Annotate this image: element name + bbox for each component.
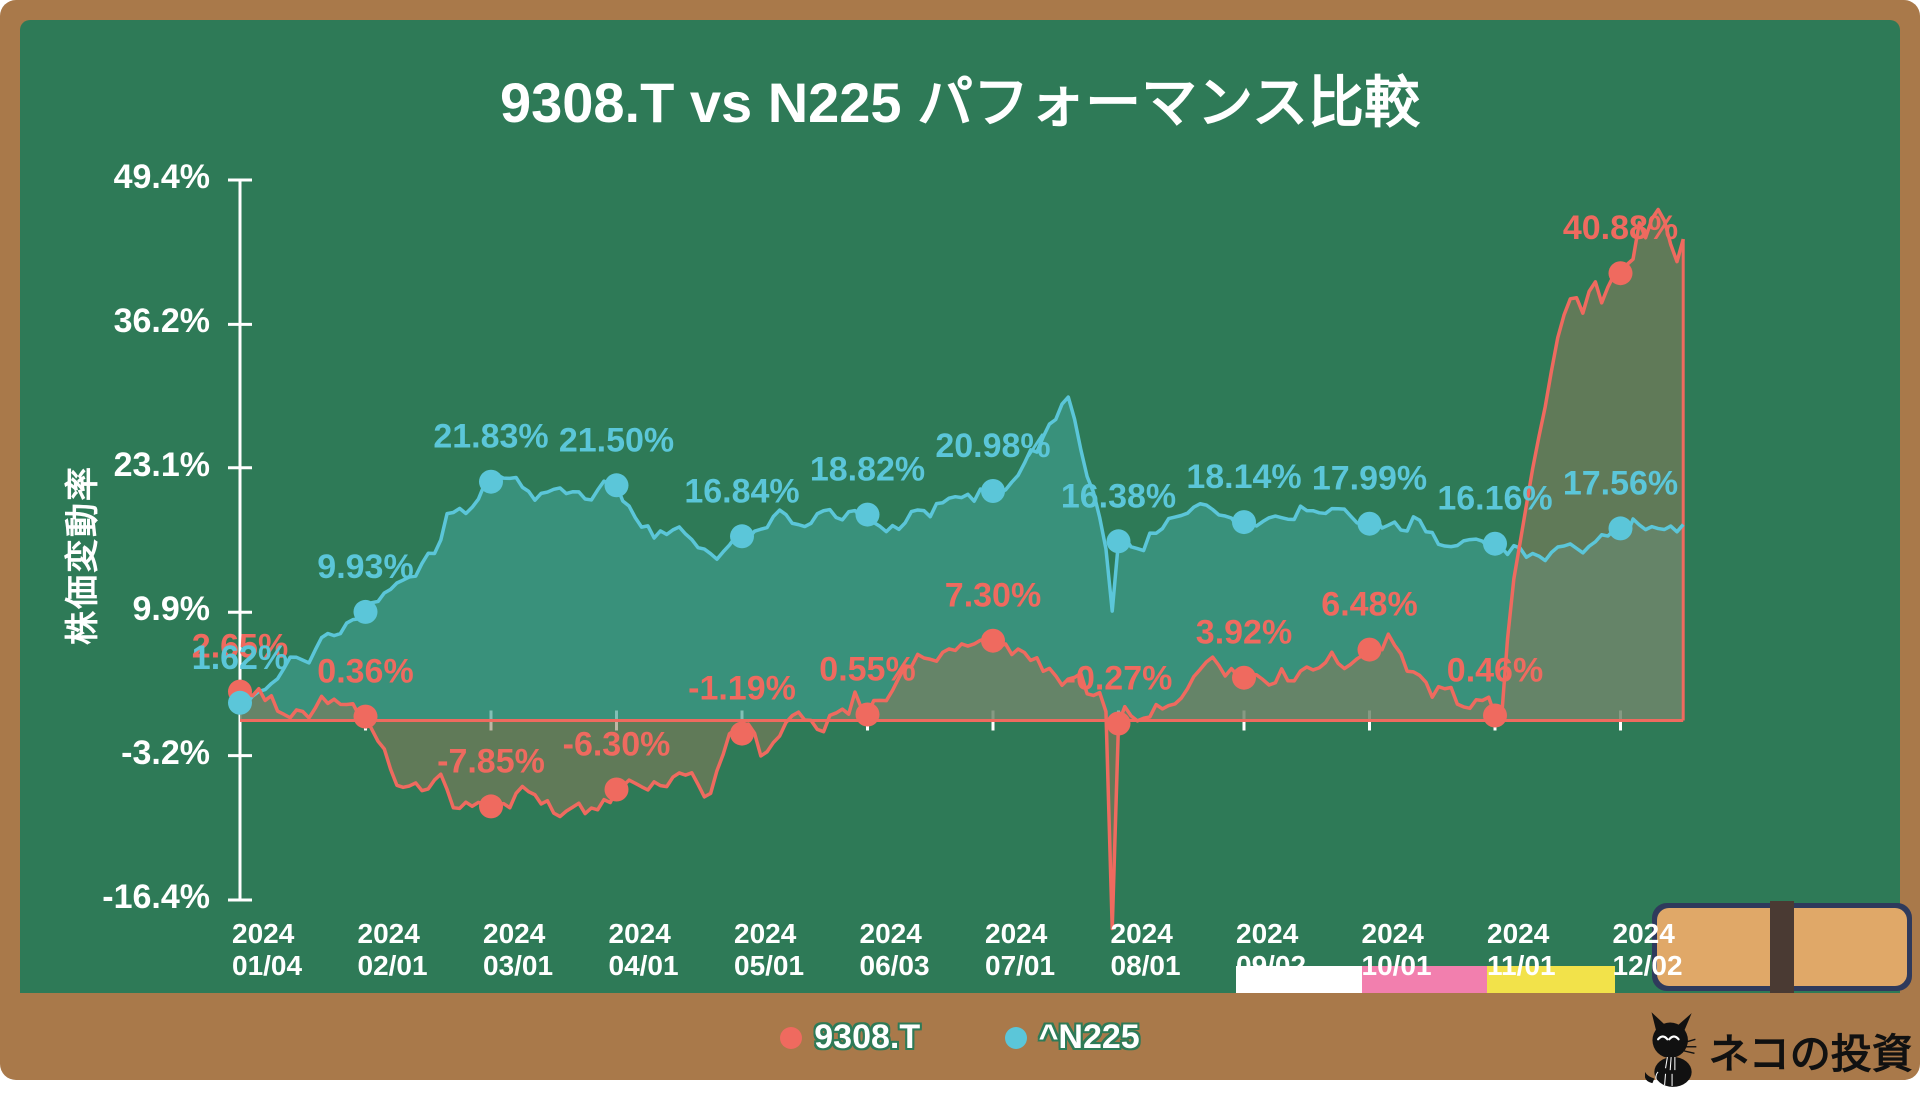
svg-text:17.99%: 17.99%: [1312, 460, 1427, 498]
svg-text:7.30%: 7.30%: [945, 577, 1041, 615]
svg-text:17.56%: 17.56%: [1563, 464, 1678, 502]
svg-text:0.46%: 0.46%: [1447, 652, 1543, 690]
svg-text:3.92%: 3.92%: [1196, 614, 1292, 652]
svg-text:16.16%: 16.16%: [1437, 480, 1552, 518]
svg-text:16.84%: 16.84%: [684, 472, 799, 510]
svg-text:0.55%: 0.55%: [819, 651, 915, 689]
svg-text:18.14%: 18.14%: [1186, 458, 1301, 496]
svg-text:-7.85%: -7.85%: [437, 742, 545, 780]
svg-text:1.62%: 1.62%: [192, 639, 288, 677]
svg-text:21.83%: 21.83%: [433, 418, 548, 456]
svg-text:-1.19%: -1.19%: [688, 670, 796, 708]
svg-text:0.36%: 0.36%: [317, 653, 413, 691]
svg-text:9.93%: 9.93%: [317, 548, 413, 586]
svg-text:-6.30%: -6.30%: [563, 726, 671, 764]
svg-text:40.88%: 40.88%: [1563, 209, 1678, 247]
svg-text:20.98%: 20.98%: [935, 427, 1050, 465]
svg-text:21.50%: 21.50%: [559, 421, 674, 459]
svg-text:16.38%: 16.38%: [1061, 477, 1176, 515]
svg-text:18.82%: 18.82%: [810, 451, 925, 489]
svg-text:6.48%: 6.48%: [1321, 586, 1417, 624]
svg-text:-0.27%: -0.27%: [1065, 660, 1173, 698]
